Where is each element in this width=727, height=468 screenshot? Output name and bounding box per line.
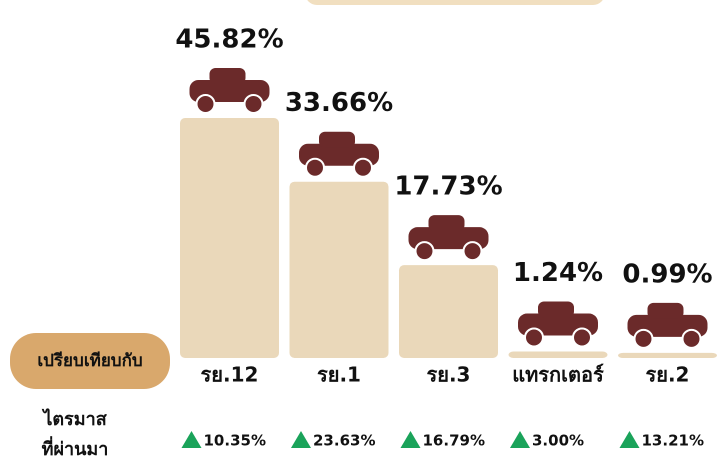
- change-arrow: [400, 431, 421, 448]
- icon-wheel: [681, 328, 702, 349]
- icon-wheel: [243, 94, 264, 114]
- value-label: 17.73%: [394, 172, 502, 202]
- icon-wheel: [353, 157, 373, 178]
- vehicle-icon: [299, 131, 379, 178]
- change-label: 3.00%: [532, 432, 584, 450]
- bar: [289, 181, 389, 358]
- vehicle-icon: [408, 215, 489, 262]
- icon-wheel: [572, 327, 592, 348]
- icon-cabin: [647, 302, 684, 319]
- vehicle-icon: [189, 68, 270, 114]
- change-label: 10.35%: [204, 432, 266, 450]
- change-label: ไตรมาส: [41, 408, 107, 430]
- change-arrow: [181, 431, 202, 448]
- icon-wheel: [524, 327, 544, 348]
- icon-wheel: [195, 94, 216, 114]
- change-arrow: [619, 431, 640, 448]
- change-label: 16.79%: [423, 432, 485, 450]
- icon-cabin: [538, 301, 574, 318]
- bar: [399, 265, 498, 358]
- bar: [180, 118, 279, 358]
- icon-cabin: [209, 68, 246, 84]
- compare-label: เปรียบเทียบกับ: [37, 350, 142, 371]
- icon-cabin: [319, 131, 355, 148]
- icon-wheel: [414, 241, 435, 262]
- value-label: 45.82%: [175, 25, 283, 55]
- category-label: รย.3: [427, 363, 471, 387]
- category-label: รย.1: [317, 363, 361, 387]
- compare-pill: [10, 333, 170, 389]
- bar: [618, 352, 717, 358]
- icon-wheel: [462, 241, 483, 262]
- bar: [508, 351, 608, 358]
- vehicle-icon: [518, 301, 598, 348]
- change-label: ที่ผ่านมา: [42, 436, 109, 460]
- change-arrow: [291, 431, 311, 448]
- icon-wheel: [305, 157, 325, 178]
- category-label: แทรกเตอร์: [512, 363, 604, 387]
- vehicle-icon: [627, 302, 708, 349]
- icon-wheel: [633, 328, 654, 349]
- change-label: 13.21%: [642, 432, 704, 450]
- category-label: รย.12: [201, 363, 259, 387]
- change-arrow: [510, 431, 530, 448]
- value-label: 0.99%: [622, 259, 712, 289]
- top-pill: [307, 0, 603, 5]
- category-label: รย.2: [646, 363, 690, 387]
- value-label: 1.24%: [513, 258, 603, 288]
- icon-cabin: [428, 215, 465, 232]
- value-label: 33.66%: [285, 88, 393, 118]
- change-label: 23.63%: [313, 432, 375, 450]
